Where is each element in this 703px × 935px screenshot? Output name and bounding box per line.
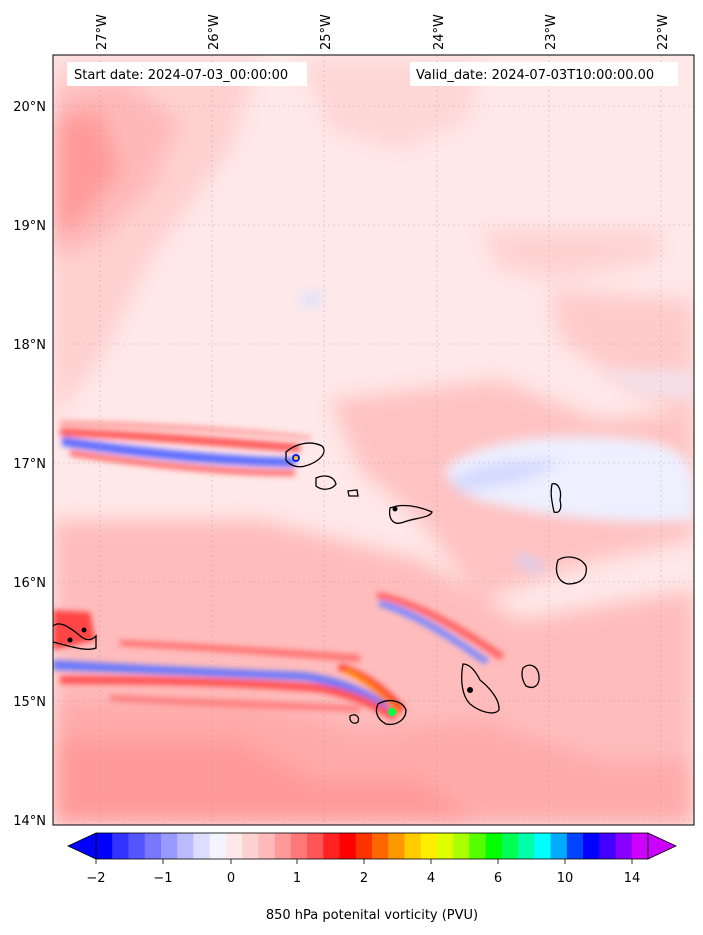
island-maio (521, 664, 540, 689)
colorbar-cell (566, 833, 584, 859)
colorbar-cell (599, 833, 617, 859)
start-date-label: Start date: 2024-07-03_00:00:00 (74, 68, 288, 83)
lon-label: 24°W (432, 14, 447, 50)
map-panel: Start date: 2024-07-03_00:00:00 Valid_da… (53, 55, 694, 825)
lat-label: 14°N (13, 814, 46, 829)
lon-label: 23°W (544, 14, 559, 50)
lon-label: 25°W (319, 14, 334, 50)
colorbar-cell (339, 833, 357, 859)
coastlines (53, 442, 587, 726)
island-boa-vista (555, 556, 587, 585)
colorbar-tick-label: 6 (494, 871, 502, 886)
colorbar-cell (372, 833, 389, 859)
lat-label: 20°N (13, 100, 46, 115)
lat-label: 19°N (13, 219, 46, 234)
colorbar-cell (436, 833, 454, 859)
colorbar-cell (274, 833, 292, 859)
lon-label: 22°W (656, 14, 671, 50)
pv-filament-north (60, 420, 312, 476)
colorbar-cell (404, 833, 422, 859)
island-sal (550, 483, 562, 514)
colorbar-extend-high (647, 832, 677, 860)
colorbar-ticks (95, 859, 633, 864)
island-santiago (461, 663, 500, 714)
colorbar-cell (469, 833, 487, 859)
colorbar-cell (323, 833, 341, 859)
colorbar-cell (501, 833, 519, 859)
colorbar-cell (96, 833, 113, 859)
colorbar-cell (242, 833, 259, 859)
colorbar-cell (112, 833, 129, 859)
west-shore (53, 623, 97, 650)
colorbar-cell (209, 833, 227, 859)
start-date-box (67, 62, 307, 86)
colorbar-tick-label: 1 (293, 871, 301, 886)
colorbar-cell (453, 833, 470, 859)
colorbar-cell (144, 833, 162, 859)
lat-label: 17°N (13, 457, 46, 472)
colorbar-cell (225, 833, 243, 859)
island-santo-antao (285, 442, 325, 468)
colorbar-tick-label: 10 (557, 871, 574, 886)
date-annotations: Start date: 2024-07-03_00:00:00 Valid_da… (67, 62, 678, 86)
colorbar-tick-label: 14 (624, 871, 641, 886)
colorbar-tick-label: 2 (360, 871, 368, 886)
colorbar-cell (128, 833, 146, 859)
colorbar-cell (485, 833, 503, 859)
colorbar-extend-low (67, 832, 97, 860)
colorbar-cell (420, 833, 438, 859)
colorbar-label: 850 hPa potenital vorticity (PVU) (266, 908, 478, 923)
pv-negative-region (300, 290, 694, 572)
longitude-labels: 27°W 26°W 25°W 24°W 23°W 22°W (95, 14, 671, 50)
lon-label: 27°W (95, 14, 110, 50)
colorbar: −2 −1 0 1 2 4 6 10 14 850 hPa potenital … (67, 832, 677, 923)
pv-field-broad (53, 60, 694, 825)
colorbar-cell (290, 833, 308, 859)
colorbar-cell (258, 833, 276, 859)
colorbar-cell (193, 833, 211, 859)
island-santa-luzia (347, 489, 359, 497)
lat-label: 16°N (13, 576, 46, 591)
valid-date-box (410, 62, 678, 86)
colorbar-cell (177, 833, 194, 859)
colorbar-cell (550, 833, 568, 859)
colorbar-cell (534, 833, 552, 859)
colorbar-cell (388, 833, 405, 859)
graticule (53, 55, 694, 825)
colorbar-cell (307, 833, 324, 859)
latitude-labels: 20°N 19°N 18°N 17°N 16°N 15°N 14°N (13, 100, 46, 829)
valid-date-label: Valid_date: 2024-07-03T10:00:00.00 (416, 68, 654, 83)
colorbar-tick-label: −1 (153, 871, 172, 886)
lat-label: 18°N (13, 338, 46, 353)
colorbar-tick-label: 4 (427, 871, 435, 886)
island-sao-nicolau (388, 504, 433, 524)
island-brava (349, 714, 360, 724)
island-fogo (375, 699, 407, 726)
lon-label: 26°W (207, 14, 222, 50)
map-frame (52, 54, 695, 826)
colorbar-tick-label: 0 (227, 871, 235, 886)
island-pv-spots (67, 454, 473, 716)
colorbar-cells (96, 833, 649, 859)
colorbar-cell (615, 833, 633, 859)
colorbar-frame (95, 832, 649, 860)
colorbar-cell (518, 833, 535, 859)
colorbar-cell (160, 833, 178, 859)
pv-filament-south (53, 592, 505, 720)
colorbar-cell (631, 833, 649, 859)
island-sao-vicente (315, 475, 337, 490)
colorbar-cell (583, 833, 600, 859)
colorbar-tick-label: −2 (86, 871, 105, 886)
colorbar-tick-labels: −2 −1 0 1 2 4 6 10 14 (86, 871, 640, 886)
lat-label: 15°N (13, 695, 46, 710)
colorbar-cell (355, 833, 373, 859)
